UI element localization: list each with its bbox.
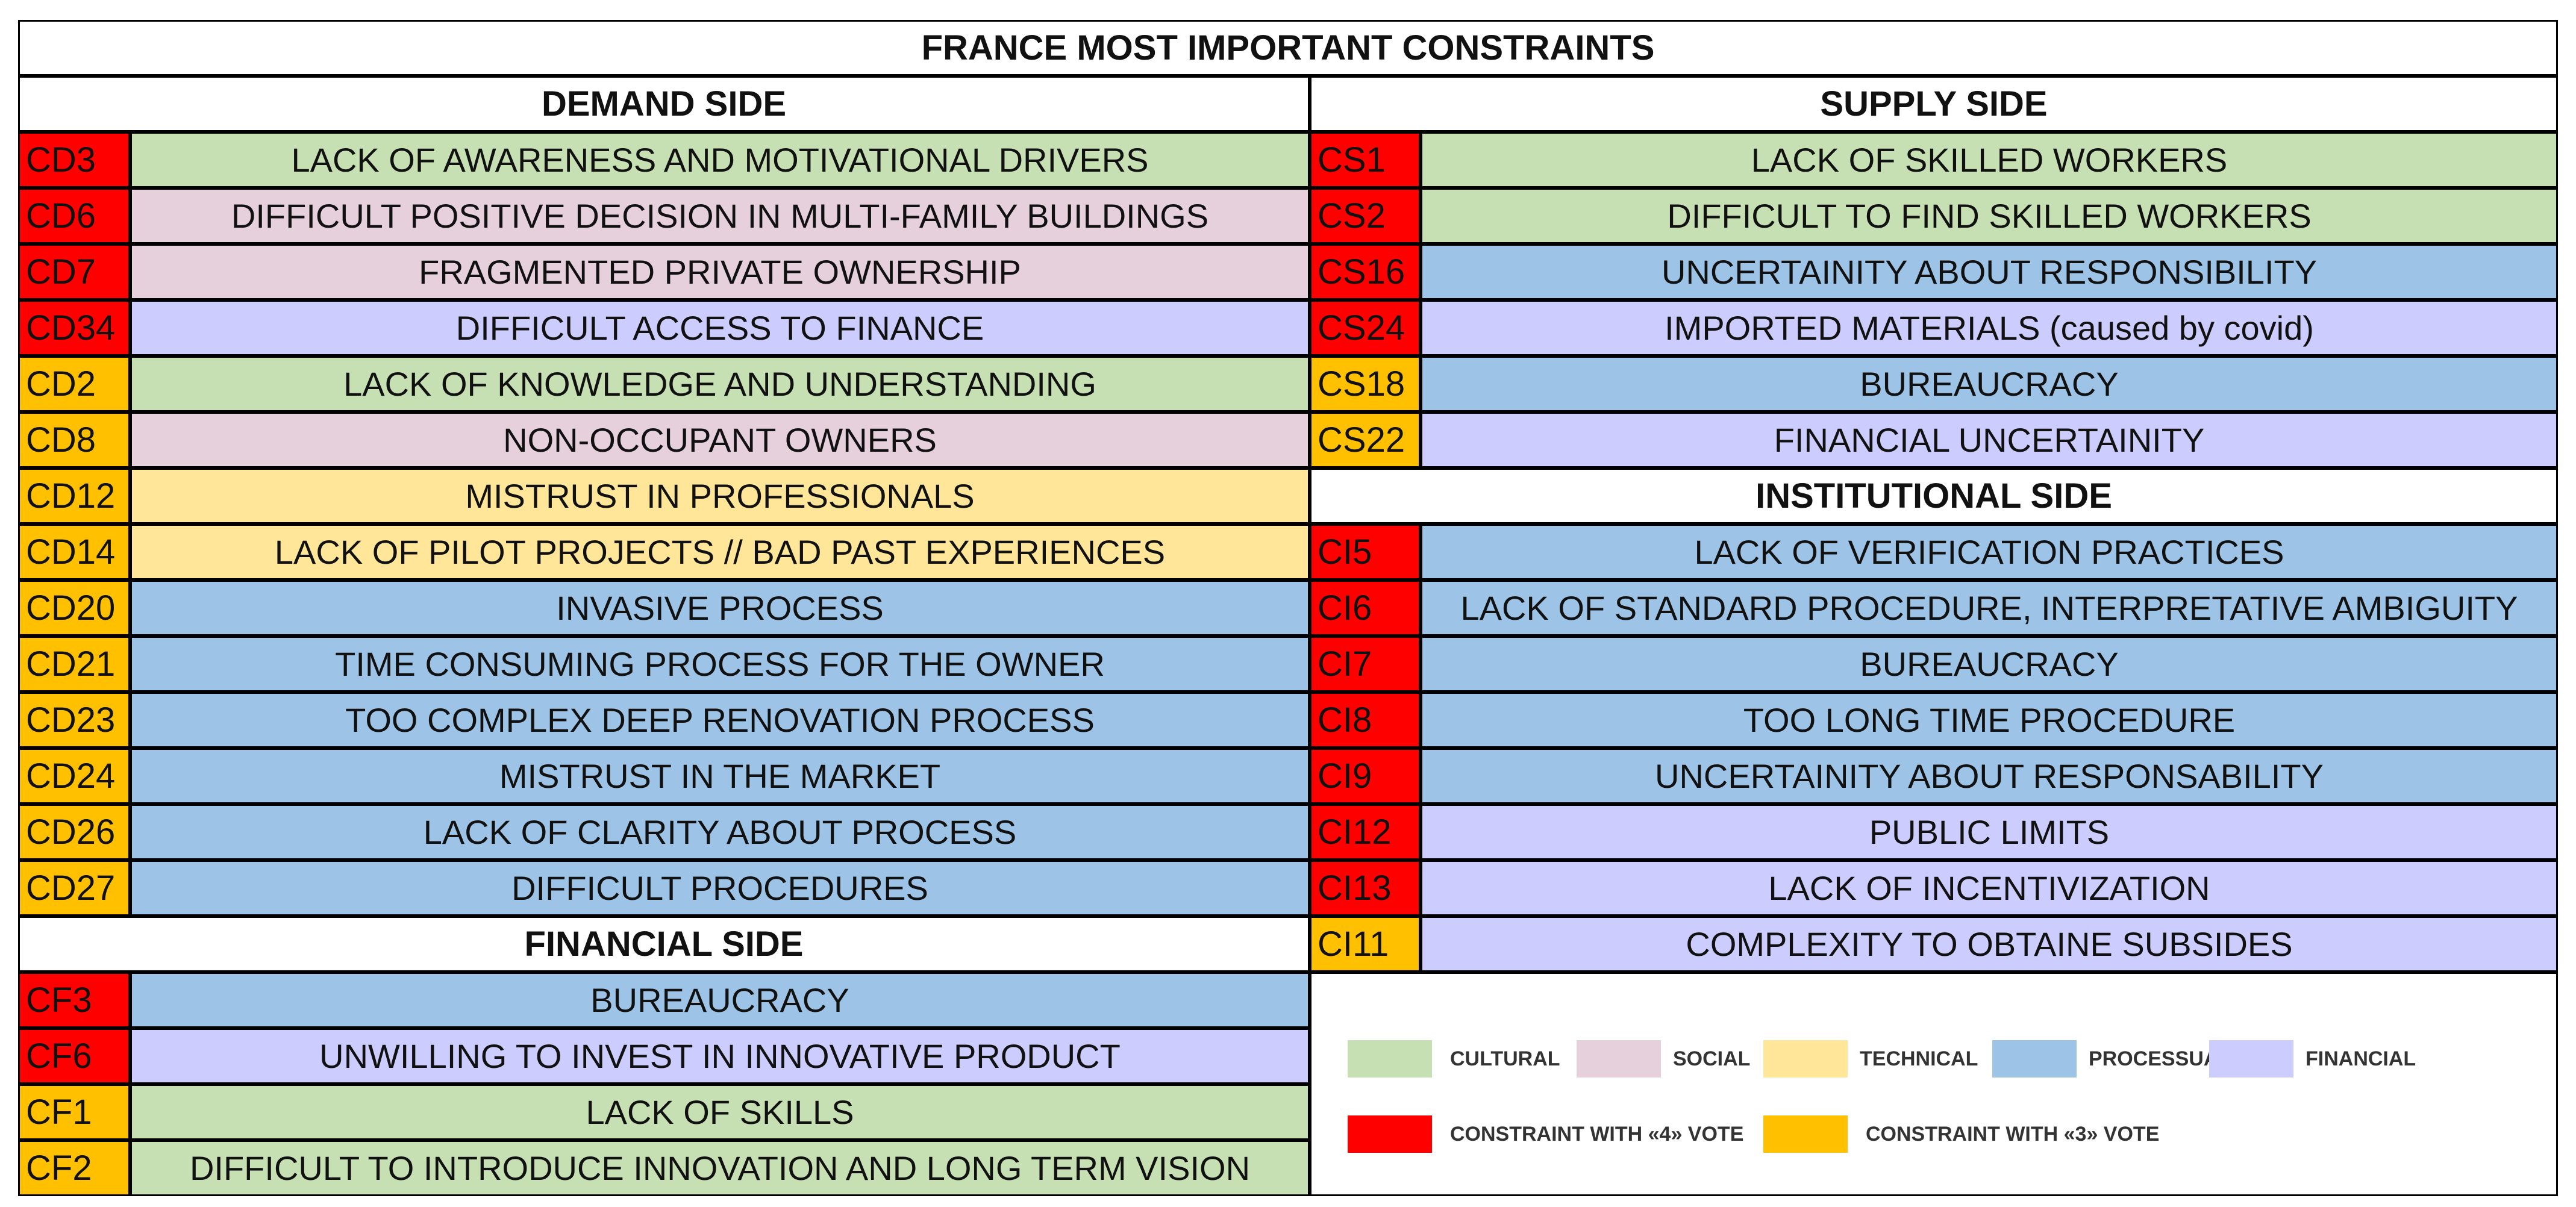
demand-row-code: CD12 bbox=[18, 468, 130, 524]
institutional-row-text: LACK OF VERIFICATION PRACTICES bbox=[1421, 524, 2558, 580]
legend-label: CULTURAL bbox=[1450, 1047, 1560, 1070]
demand-row-text: MISTRUST IN THE MARKET bbox=[130, 748, 1310, 804]
supply-row-code: CS22 bbox=[1310, 412, 1421, 468]
legend-label: FINANCIAL bbox=[2306, 1047, 2416, 1070]
legend-swatch bbox=[1577, 1040, 1661, 1078]
supply-row-code: CS24 bbox=[1310, 300, 1421, 356]
demand-row-code: CD27 bbox=[18, 860, 130, 916]
demand-row-code: CD24 bbox=[18, 748, 130, 804]
demand-row-text: LACK OF CLARITY ABOUT PROCESS bbox=[130, 804, 1310, 860]
demand-row-text: TOO COMPLEX DEEP RENOVATION PROCESS bbox=[130, 692, 1310, 748]
legend-label: CONSTRAINT WITH «3» VOTE bbox=[1866, 1123, 2160, 1146]
demand-row-text: LACK OF KNOWLEDGE AND UNDERSTANDING bbox=[130, 356, 1310, 412]
supply-row-header: SUPPLY SIDE bbox=[1310, 76, 2558, 132]
supply-row-text: UNCERTAINITY ABOUT RESPONSIBILITY bbox=[1421, 244, 2558, 300]
institutional-row-code: CI9 bbox=[1310, 748, 1421, 804]
institutional-row-code: CI5 bbox=[1310, 524, 1421, 580]
supply-row-code: CS16 bbox=[1310, 244, 1421, 300]
supply-row-code: CS2 bbox=[1310, 188, 1421, 244]
financial-row-code: CF2 bbox=[18, 1140, 130, 1196]
demand-row-code: CD26 bbox=[18, 804, 130, 860]
demand-row-text: LACK OF AWARENESS AND MOTIVATIONAL DRIVE… bbox=[130, 132, 1310, 188]
supply-row-text: DIFFICULT TO FIND SKILLED WORKERS bbox=[1421, 188, 2558, 244]
supply-row-text: BUREAUCRACY bbox=[1421, 356, 2558, 412]
financial-row-text: DIFFICULT TO INTRODUCE INNOVATION AND LO… bbox=[130, 1140, 1310, 1196]
institutional-row-code: CI11 bbox=[1310, 916, 1421, 972]
legend-swatch bbox=[1348, 1040, 1432, 1078]
supply-row-code: CS18 bbox=[1310, 356, 1421, 412]
supply-row-text: FINANCIAL UNCERTAINITY bbox=[1421, 412, 2558, 468]
demand-row-text: LACK OF PILOT PROJECTS // BAD PAST EXPER… bbox=[130, 524, 1310, 580]
legend-label: PROCESSUAL bbox=[2089, 1047, 2231, 1070]
institutional-row-header: INSTITUTIONAL SIDE bbox=[1310, 468, 2558, 524]
financial-row-text: LACK OF SKILLS bbox=[130, 1084, 1310, 1140]
demand-row-code: CD34 bbox=[18, 300, 130, 356]
institutional-row-text: LACK OF STANDARD PROCEDURE, INTERPRETATI… bbox=[1421, 580, 2558, 636]
legend-swatch bbox=[1992, 1040, 2077, 1078]
demand-row-text: TIME CONSUMING PROCESS FOR THE OWNER bbox=[130, 636, 1310, 692]
financial-row-code: CF3 bbox=[18, 972, 130, 1028]
supply-row-code: CS1 bbox=[1310, 132, 1421, 188]
demand-row-text: DIFFICULT PROCEDURES bbox=[130, 860, 1310, 916]
demand-row-text: NON-OCCUPANT OWNERS bbox=[130, 412, 1310, 468]
demand-row-text: MISTRUST IN PROFESSIONALS bbox=[130, 468, 1310, 524]
demand-row-header: DEMAND SIDE bbox=[18, 76, 1310, 132]
demand-row-code: CD14 bbox=[18, 524, 130, 580]
financial-row-text: UNWILLING TO INVEST IN INNOVATIVE PRODUC… bbox=[130, 1028, 1310, 1084]
institutional-row-code: CI13 bbox=[1310, 860, 1421, 916]
table-title: FRANCE MOST IMPORTANT CONSTRAINTS bbox=[18, 20, 2558, 76]
supply-row-text: LACK OF SKILLED WORKERS bbox=[1421, 132, 2558, 188]
institutional-row-text: BUREAUCRACY bbox=[1421, 636, 2558, 692]
financial-row-code: CF1 bbox=[18, 1084, 130, 1140]
institutional-row-code: CI8 bbox=[1310, 692, 1421, 748]
institutional-row-text: COMPLEXITY TO OBTAINE SUBSIDES bbox=[1421, 916, 2558, 972]
demand-row-text: INVASIVE PROCESS bbox=[130, 580, 1310, 636]
financial-row-code: CF6 bbox=[18, 1028, 130, 1084]
demand-row-code: CD8 bbox=[18, 412, 130, 468]
institutional-row-code: CI6 bbox=[1310, 580, 1421, 636]
institutional-row-code: CI12 bbox=[1310, 804, 1421, 860]
demand-row-code: CD23 bbox=[18, 692, 130, 748]
legend-label: SOCIAL bbox=[1673, 1047, 1751, 1070]
institutional-row-code: CI7 bbox=[1310, 636, 1421, 692]
financial-row-text: BUREAUCRACY bbox=[130, 972, 1310, 1028]
legend: CULTURAL SOCIAL TECHNICAL PROCESSUAL FINANCI… bbox=[1310, 972, 2558, 1196]
legend-swatch bbox=[1763, 1115, 1848, 1153]
demand-row-code: CD7 bbox=[18, 244, 130, 300]
supply-row-text: IMPORTED MATERIALS (caused by covid) bbox=[1421, 300, 2558, 356]
legend-label: TECHNICAL bbox=[1860, 1047, 1978, 1070]
legend-swatch bbox=[1763, 1040, 1848, 1078]
legend-label: CONSTRAINT WITH «4» VOTE bbox=[1450, 1123, 1744, 1146]
demand-row-code: CD3 bbox=[18, 132, 130, 188]
demand-row-code: CD21 bbox=[18, 636, 130, 692]
demand-row-text: FRAGMENTED PRIVATE OWNERSHIP bbox=[130, 244, 1310, 300]
demand-row-code: CD6 bbox=[18, 188, 130, 244]
institutional-row-text: LACK OF INCENTIVIZATION bbox=[1421, 860, 2558, 916]
financial-row-header: FINANCIAL SIDE bbox=[18, 916, 1310, 972]
institutional-row-text: UNCERTAINITY ABOUT RESPONSABILITY bbox=[1421, 748, 2558, 804]
demand-row-text: DIFFICULT POSITIVE DECISION IN MULTI-FAM… bbox=[130, 188, 1310, 244]
institutional-row-text: TOO LONG TIME PROCEDURE bbox=[1421, 692, 2558, 748]
demand-row-text: DIFFICULT ACCESS TO FINANCE bbox=[130, 300, 1310, 356]
legend-swatch bbox=[2209, 1040, 2293, 1078]
demand-row-code: CD20 bbox=[18, 580, 130, 636]
legend-swatch bbox=[1348, 1115, 1432, 1153]
demand-row-code: CD2 bbox=[18, 356, 130, 412]
institutional-row-text: PUBLIC LIMITS bbox=[1421, 804, 2558, 860]
